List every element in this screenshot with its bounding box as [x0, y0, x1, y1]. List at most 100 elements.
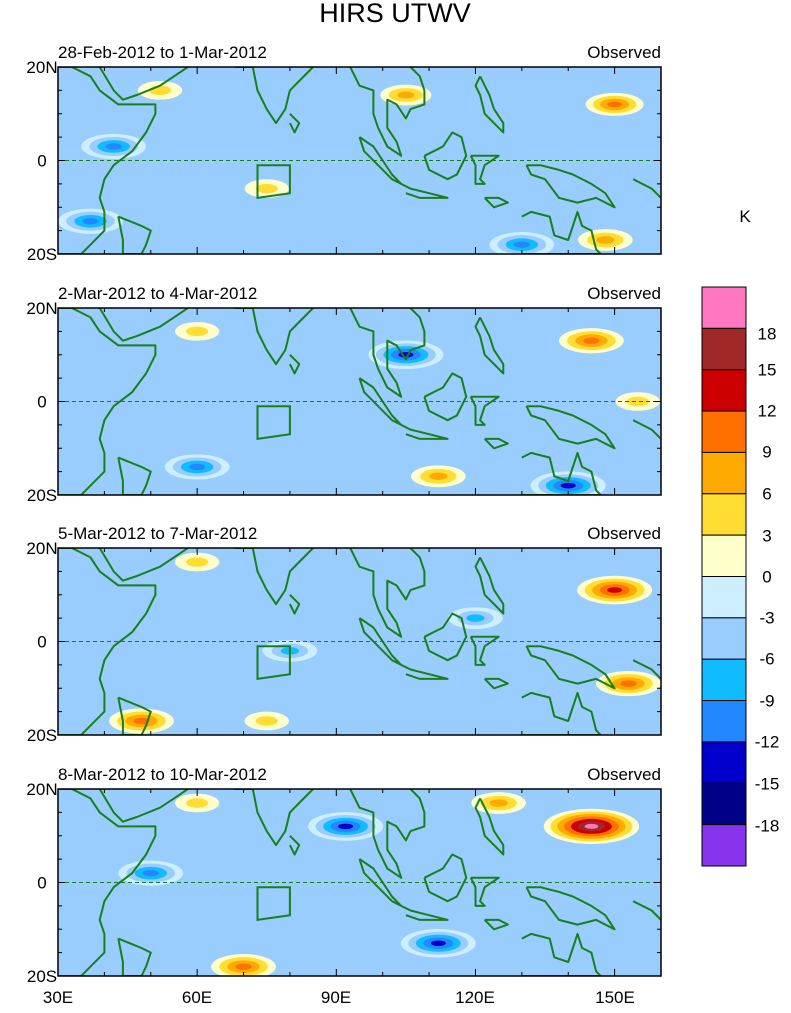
colorbar-swatch — [701, 576, 747, 619]
anomaly-contour — [513, 241, 530, 248]
y-tick-label: 0 — [37, 874, 46, 893]
anomaly-contour — [620, 680, 637, 687]
coastline — [289, 354, 301, 375]
colorbar-labels: 18 15 12 9 6 3 0 -3 -6 -9 -12 -15 -18 — [755, 325, 780, 836]
ticks — [57, 547, 662, 736]
anomaly-blob — [368, 340, 444, 370]
colorbar-label: -3 — [759, 609, 774, 628]
anomaly-blob — [530, 471, 606, 495]
colorbar-swatch — [701, 700, 747, 743]
coastline — [632, 659, 661, 680]
anomaly-blob — [174, 322, 220, 341]
x-tick-label: 150E — [595, 988, 635, 1007]
field — [58, 789, 661, 976]
colorbar-swatch — [701, 741, 747, 784]
anomaly-blob — [543, 808, 640, 845]
target-region-box — [256, 886, 291, 922]
coastline — [521, 210, 602, 254]
colorbar-swatch — [701, 617, 747, 660]
panel-period: 5-Mar-2012 to 7-Mar-2012 — [58, 524, 257, 543]
anomaly-contour — [186, 557, 209, 567]
ticks — [57, 788, 662, 977]
colorbar-units: K — [739, 207, 751, 226]
colorbar-swatch — [701, 534, 747, 578]
x-tick-label: 90E — [321, 988, 351, 1007]
coastline — [349, 789, 426, 879]
anomaly-blob — [244, 711, 289, 731]
target-region-box — [256, 405, 291, 441]
anomaly-contour — [105, 143, 122, 150]
colorbar-swatch — [701, 658, 747, 702]
anomaly-contour — [397, 91, 415, 99]
anomaly-contour — [626, 396, 649, 407]
anomaly-blob — [489, 232, 555, 254]
colorbar-label: -15 — [755, 775, 780, 794]
panel-label: Observed — [587, 765, 661, 784]
field — [58, 308, 661, 495]
coastline — [234, 548, 314, 606]
coastline — [234, 789, 314, 847]
y-tick-label: 20N — [26, 780, 57, 799]
anomaly-blob — [596, 670, 661, 697]
anomaly-contour — [607, 101, 622, 108]
anomaly-contour — [338, 823, 354, 830]
coastline — [98, 548, 189, 582]
coastline — [58, 308, 157, 495]
coastline — [405, 909, 449, 921]
colorbar-label: 6 — [762, 485, 771, 504]
coastline — [483, 918, 509, 931]
coastline — [117, 937, 152, 976]
anomaly-contour — [255, 183, 278, 194]
anomaly-blob — [137, 81, 183, 100]
y-tick-label: 0 — [37, 393, 46, 412]
anomaly-blob — [211, 954, 276, 976]
target-region-box — [256, 645, 291, 681]
panel-label: Observed — [587, 284, 661, 303]
panel-period: 2-Mar-2012 to 4-Mar-2012 — [58, 284, 257, 303]
coastline — [483, 196, 509, 209]
coastline — [469, 876, 500, 907]
coastline — [521, 451, 602, 495]
coastline — [521, 691, 602, 735]
coastline — [474, 316, 505, 375]
colorbar-swatch — [701, 286, 747, 329]
anomaly-contour — [429, 472, 448, 480]
coastline — [469, 635, 500, 666]
coastline — [98, 789, 189, 823]
coastlines — [58, 548, 661, 735]
coastline — [117, 456, 152, 495]
panel-4: 20N 0 20S 8-Mar-2012 to 10-Mar-2012 Observed — [26, 765, 662, 986]
coastline — [98, 67, 189, 101]
coastline — [525, 886, 616, 931]
panel-3: 20N 0 20S 5-Mar-2012 to 7-Mar-2012 Observed — [26, 524, 662, 745]
coastline — [349, 548, 426, 638]
anomaly-contour — [186, 798, 209, 808]
colorbar-label: 18 — [758, 325, 777, 344]
colorbar-label: 15 — [758, 361, 777, 380]
colorbar-label: 3 — [762, 527, 771, 546]
coastline — [58, 548, 157, 735]
colorbar-swatch — [701, 410, 747, 453]
colorbar-label: 12 — [758, 402, 777, 421]
colorbar-swatches — [701, 286, 747, 867]
colorbar-swatch — [701, 782, 747, 826]
chart-title: HIRS UTWV — [319, 0, 471, 28]
anomaly-blob — [118, 860, 184, 886]
y-tick-label: 20N — [26, 539, 57, 558]
colorbar: K 18 15 12 9 6 3 0 -3 -6 -9 -12 -15 -18 — [701, 207, 780, 867]
x-tick-label: 30E — [43, 988, 73, 1007]
coastline — [423, 131, 468, 181]
coastline — [474, 556, 505, 615]
coastline — [58, 789, 157, 976]
anomaly-blob — [109, 708, 174, 734]
coastline — [98, 308, 189, 342]
anomaly-blob — [380, 84, 432, 106]
coastline — [483, 437, 509, 450]
anomaly-contour — [583, 337, 600, 344]
coastline — [632, 419, 661, 440]
y-tick-label: 20S — [27, 486, 57, 505]
colorbar-label: -6 — [759, 650, 774, 669]
colorbar-swatch — [701, 327, 747, 371]
colorbar-label: 9 — [762, 443, 771, 462]
